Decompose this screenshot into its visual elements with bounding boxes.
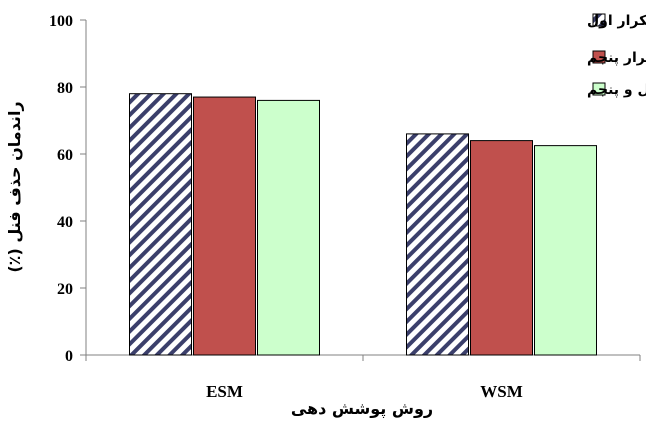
y-axis: 0 20 40 60 80 100 [49,13,87,365]
y-tick-label: 40 [57,214,73,231]
x-category-label: ESM [206,382,243,401]
x-axis: ESM WSM [85,354,641,401]
y-tick-label: 100 [49,13,73,30]
legend-label: تکرار اول [587,13,646,29]
y-tick-label: 60 [57,147,73,164]
x-category-label: WSM [480,382,523,401]
bars [129,93,597,356]
bar-wsm-series-3 [534,145,597,356]
bar-esm-series-3 [257,99,320,356]
legend-label: تکرار چهل و پنجم [587,82,646,98]
y-axis-title: راندمان حذف فنل (٪) [5,101,24,272]
legend-swatch [592,13,606,27]
legend-swatch [592,50,606,64]
legend: تکرار اول تکرار پنجم تکرار چهل و پنجم [587,13,646,98]
legend-swatch [592,82,606,96]
y-tick-label: 0 [65,348,73,365]
bar-wsm-series-1 [406,133,469,356]
bar-esm-series-2 [193,96,256,356]
y-tick-label: 80 [57,80,73,97]
y-tick-label: 20 [57,281,73,298]
bar-wsm-series-2 [470,140,533,356]
bar-esm-series-1 [129,93,192,356]
legend-label: تکرار پنجم [587,50,646,66]
x-axis-title: روش پوشش دهی [291,399,433,419]
